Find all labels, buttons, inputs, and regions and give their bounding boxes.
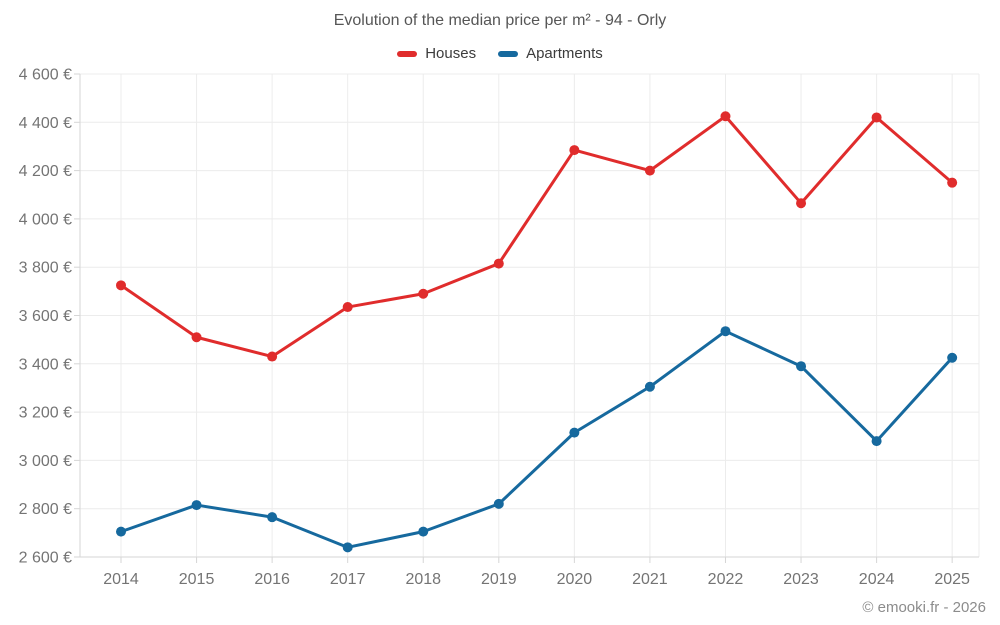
apartments-line <box>119 329 954 549</box>
y-tick-label: 2 800 € <box>19 501 72 518</box>
x-tick-label-2021: 2021 <box>632 571 668 588</box>
point-houses-2020 <box>569 145 580 156</box>
y-tick-label: 4 600 € <box>19 67 72 84</box>
legend-marker-houses <box>397 50 418 57</box>
point-apartments-2017 <box>342 542 353 553</box>
y-tick-label: 3 000 € <box>19 453 72 470</box>
houses-line <box>119 114 954 359</box>
x-tick-label-2015: 2015 <box>179 571 215 588</box>
point-houses-2023 <box>796 198 807 209</box>
x-tick-label-2018: 2018 <box>405 571 441 588</box>
point-apartments-2021 <box>644 381 655 392</box>
point-apartments-2014 <box>116 526 126 537</box>
x-tick-label-2014: 2014 <box>103 571 139 588</box>
point-houses-2018 <box>418 288 429 299</box>
legend-marker-apartments <box>498 50 519 57</box>
chart-title: Evolution of the median price per m² - 9… <box>333 12 667 29</box>
x-tick-labels: 2014 2015 2016 2017 2018 2019 2020 2021 2022 2023… <box>103 571 970 588</box>
point-apartments-2023 <box>796 361 807 372</box>
point-apartments-2015 <box>191 500 202 511</box>
point-apartments-2022 <box>720 326 731 337</box>
x-tick-label-2020: 2020 <box>557 571 593 588</box>
point-houses-2016 <box>267 351 278 362</box>
y-tick-label: 4 200 € <box>19 163 72 180</box>
point-apartments-2019 <box>493 498 504 509</box>
point-apartments-2020 <box>569 427 580 438</box>
legend-label-houses: Houses <box>425 45 477 62</box>
x-tick-label-2023: 2023 <box>783 571 819 588</box>
point-houses-2019 <box>493 258 504 269</box>
y-tick-label: 4 000 € <box>19 211 72 228</box>
point-houses-2014 <box>116 280 126 291</box>
point-apartments-2018 <box>418 526 429 537</box>
point-houses-2015 <box>191 332 202 343</box>
chart-legend: Houses Apartments <box>0 45 1000 62</box>
y-tick-label: 4 400 € <box>19 115 72 132</box>
y-tick-labels: 2 600 € 2 800 € 3 000 € 3 200 € 3 400 € 3 600… <box>19 67 72 567</box>
axes <box>74 73 979 563</box>
point-apartments-2024 <box>871 436 882 447</box>
x-tick-label-2019: 2019 <box>481 571 517 588</box>
legend-item-apartments[interactable]: Apartments <box>498 45 603 62</box>
y-tick-label: 3 800 € <box>19 260 72 277</box>
y-tick-label: 3 200 € <box>19 405 72 422</box>
gridlines <box>80 73 980 558</box>
y-tick-label: 3 400 € <box>19 356 72 373</box>
point-houses-2025 <box>947 177 958 188</box>
copyright-credit: © emooki.fr - 2026 <box>862 599 986 616</box>
houses-series <box>116 111 958 362</box>
x-tick-label-2022: 2022 <box>708 571 744 588</box>
x-tick-label-2025: 2025 <box>934 571 970 588</box>
y-tick-label: 3 600 € <box>19 308 72 325</box>
x-tick-label-2017: 2017 <box>330 571 366 588</box>
point-houses-2021 <box>644 165 655 176</box>
point-houses-2024 <box>871 112 882 123</box>
x-tick-label-2016: 2016 <box>254 571 290 588</box>
point-apartments-2016 <box>267 512 278 523</box>
point-apartments-2025 <box>947 352 958 363</box>
x-tick-label-2024: 2024 <box>859 571 895 588</box>
point-houses-2022 <box>720 111 731 122</box>
apartments-series <box>116 326 958 553</box>
point-houses-2017 <box>342 302 353 313</box>
y-tick-label: 2 600 € <box>19 550 72 567</box>
legend-item-houses[interactable]: Houses <box>397 45 476 62</box>
legend-label-apartments: Apartments <box>526 45 603 62</box>
